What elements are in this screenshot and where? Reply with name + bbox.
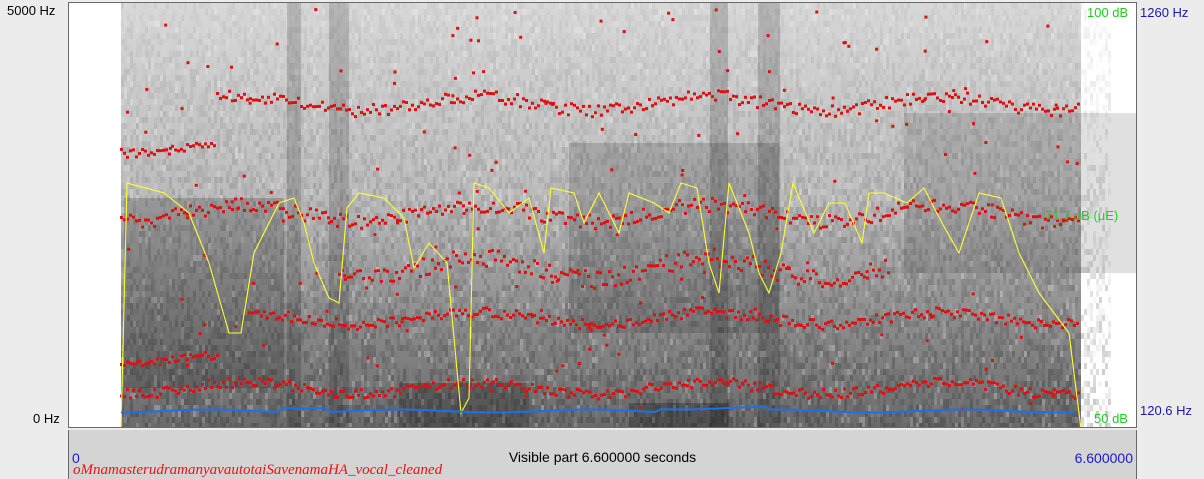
pitch-curve (120, 405, 1076, 414)
pitch-min-label: 120.6 Hz (1140, 403, 1193, 418)
intensity-min-label: 50 dB (1094, 411, 1128, 426)
freq-min-label: 0 Hz (33, 411, 60, 426)
freq-max-label: 5000 Hz (7, 3, 56, 18)
intensity-max-label: 100 dB (1087, 5, 1129, 20)
formant-tracks (120, 8, 1080, 411)
spectrogram-panel[interactable] (68, 2, 1137, 428)
spectrogram-image (121, 3, 1136, 427)
visible-part-label: Visible part 6.600000 seconds (508, 449, 697, 465)
intensity-curve (120, 181, 1082, 427)
sound-name-label: oMnamasterudramanyavautotaiSavenamaHA_vo… (73, 462, 443, 478)
spectrogram-plot (120, 3, 1136, 427)
intensity-mid-label: 71.7 dB (μE) (1045, 208, 1119, 223)
time-info-bar[interactable]: 0 Visible part 6.600000 seconds 6.600000… (68, 430, 1137, 479)
pitch-max-label: 1260 Hz (1140, 5, 1189, 20)
start-time-label: 0 (72, 450, 80, 466)
end-time-label: 6.600000 (1074, 450, 1133, 466)
